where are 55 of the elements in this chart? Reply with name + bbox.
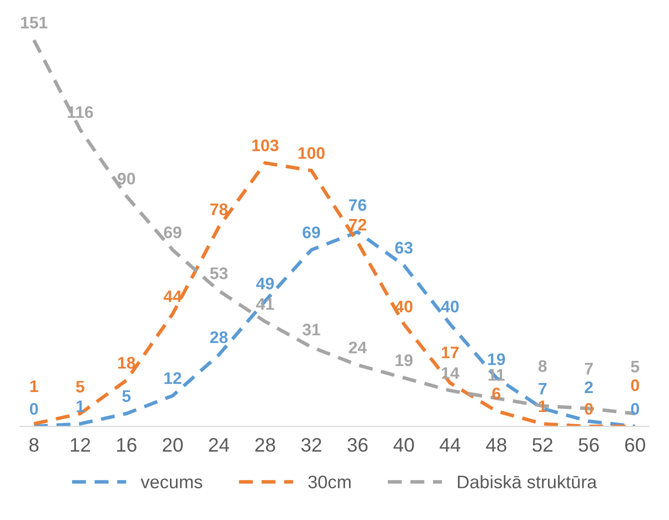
data-label: 7: [538, 382, 546, 394]
data-label: 14: [442, 367, 460, 379]
data-label: 5: [76, 380, 84, 393]
data-label: 151: [21, 16, 48, 28]
data-label: 1: [30, 380, 38, 392]
data-label: 31: [302, 324, 320, 336]
data-label: 0: [30, 402, 38, 415]
data-label: 0: [631, 402, 640, 415]
x-tick-label: 48: [486, 438, 506, 452]
data-label: 76: [349, 199, 366, 211]
x-tick-label: 60: [625, 438, 646, 452]
data-label: 44: [164, 290, 182, 302]
x-tick-label: 28: [255, 438, 276, 452]
x-tick-label: 8: [29, 438, 39, 452]
x-tick-label: 52: [532, 438, 552, 452]
x-tick-label: 40: [393, 438, 414, 452]
data-label: 53: [210, 267, 228, 280]
x-tick-label: 56: [578, 438, 599, 452]
data-label: 40: [394, 300, 412, 312]
data-label: 1: [76, 400, 84, 412]
data-label: 24: [348, 342, 367, 354]
data-label: 5: [630, 360, 640, 373]
data-label: 69: [302, 226, 320, 238]
x-tick-label: 12: [70, 438, 90, 452]
legend-label: 30cm: [308, 476, 351, 488]
data-label: 40: [441, 300, 459, 312]
x-tick-label: 24: [209, 438, 230, 452]
data-label: 5: [122, 390, 131, 402]
data-label: 28: [210, 331, 228, 344]
x-tick-label: 20: [162, 438, 183, 452]
data-label: 19: [488, 353, 505, 366]
legend-label: vecums: [140, 478, 202, 488]
x-tick-label: 16: [117, 438, 136, 452]
data-label: 12: [164, 372, 182, 384]
data-label: 2: [584, 381, 593, 393]
data-label: 19: [396, 354, 413, 366]
data-label: 78: [210, 203, 228, 216]
data-label: 41: [256, 298, 274, 310]
x-tick-label: 36: [348, 438, 368, 452]
data-label: 63: [395, 242, 413, 254]
data-label: 100: [298, 147, 325, 159]
legend-label: Dabiskā struktūra: [458, 475, 597, 488]
data-label: 69: [164, 226, 182, 238]
data-label: 72: [349, 218, 366, 230]
data-label: 17: [442, 346, 459, 358]
data-label: 6: [492, 388, 500, 400]
x-tick-label: 44: [440, 438, 460, 452]
data-label: 49: [256, 278, 274, 290]
data-label: 0: [631, 379, 640, 392]
data-label: 8: [538, 360, 547, 372]
data-label: 90: [118, 172, 136, 185]
data-label: 18: [118, 356, 136, 369]
x-tick-label: 32: [301, 438, 322, 452]
data-label: 103: [252, 139, 278, 152]
data-label: 7: [584, 362, 593, 374]
